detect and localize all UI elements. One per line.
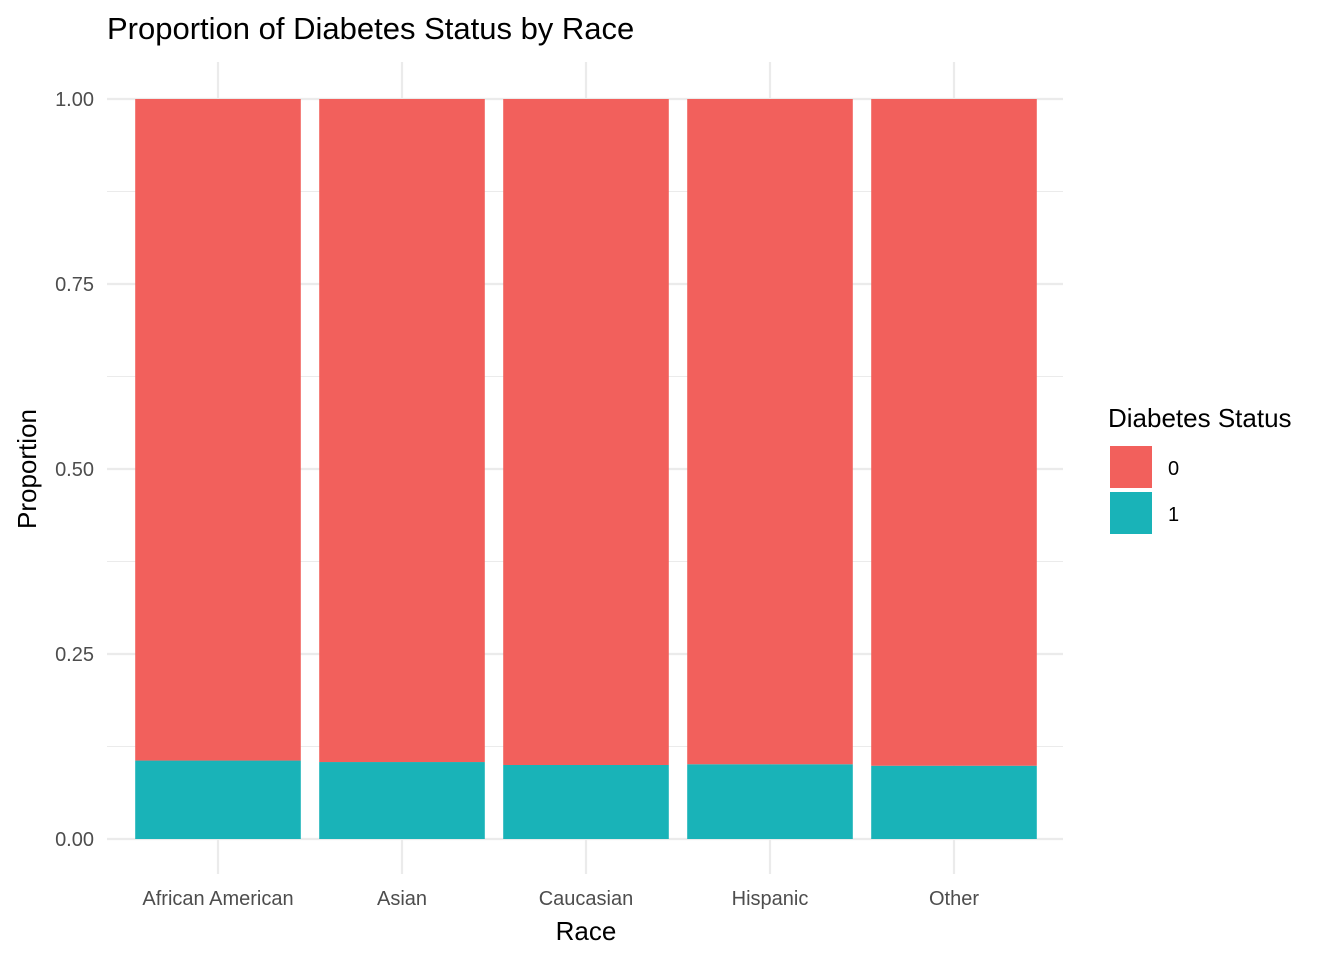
bar-segment — [687, 99, 853, 765]
y-tick-label: 0.25 — [55, 644, 94, 666]
x-tick-label: African American — [142, 888, 293, 910]
x-tick-label: Asian — [377, 888, 427, 910]
y-tick-label: 0.00 — [55, 829, 94, 851]
y-tick-label: 1.00 — [55, 89, 94, 111]
legend-label: 1 — [1168, 504, 1179, 526]
bar-segment — [135, 760, 301, 839]
y-axis-title: Proportion — [12, 409, 42, 529]
y-tick-label: 0.50 — [55, 459, 94, 481]
legend-title: Diabetes Status — [1108, 403, 1292, 433]
y-tick-label: 0.75 — [55, 274, 94, 296]
bar-segment — [503, 99, 669, 765]
bar-segment — [871, 765, 1037, 839]
bars — [135, 99, 1037, 839]
bar-segment — [503, 765, 669, 839]
bar-segment — [135, 99, 301, 761]
bar-segment — [319, 99, 485, 763]
bar-segment — [687, 764, 853, 839]
y-axis-ticks: 0.00 0.25 0.50 0.75 1.00 — [55, 89, 94, 851]
x-tick-label: Hispanic — [732, 888, 809, 910]
legend-key — [1110, 492, 1152, 534]
bar-segment — [319, 762, 485, 839]
legend-label: 0 — [1168, 458, 1179, 480]
chart-title: Proportion of Diabetes Status by Race — [107, 11, 634, 46]
legend: Diabetes Status 0 1 — [1108, 403, 1292, 534]
x-tick-label: Caucasian — [539, 888, 634, 910]
x-axis-title: Race — [556, 916, 617, 946]
x-tick-label: Other — [929, 888, 979, 910]
bar-segment — [871, 99, 1037, 766]
x-axis-ticks: African American Asian Caucasian Hispanic Ot… — [142, 888, 979, 910]
legend-key — [1110, 446, 1152, 488]
